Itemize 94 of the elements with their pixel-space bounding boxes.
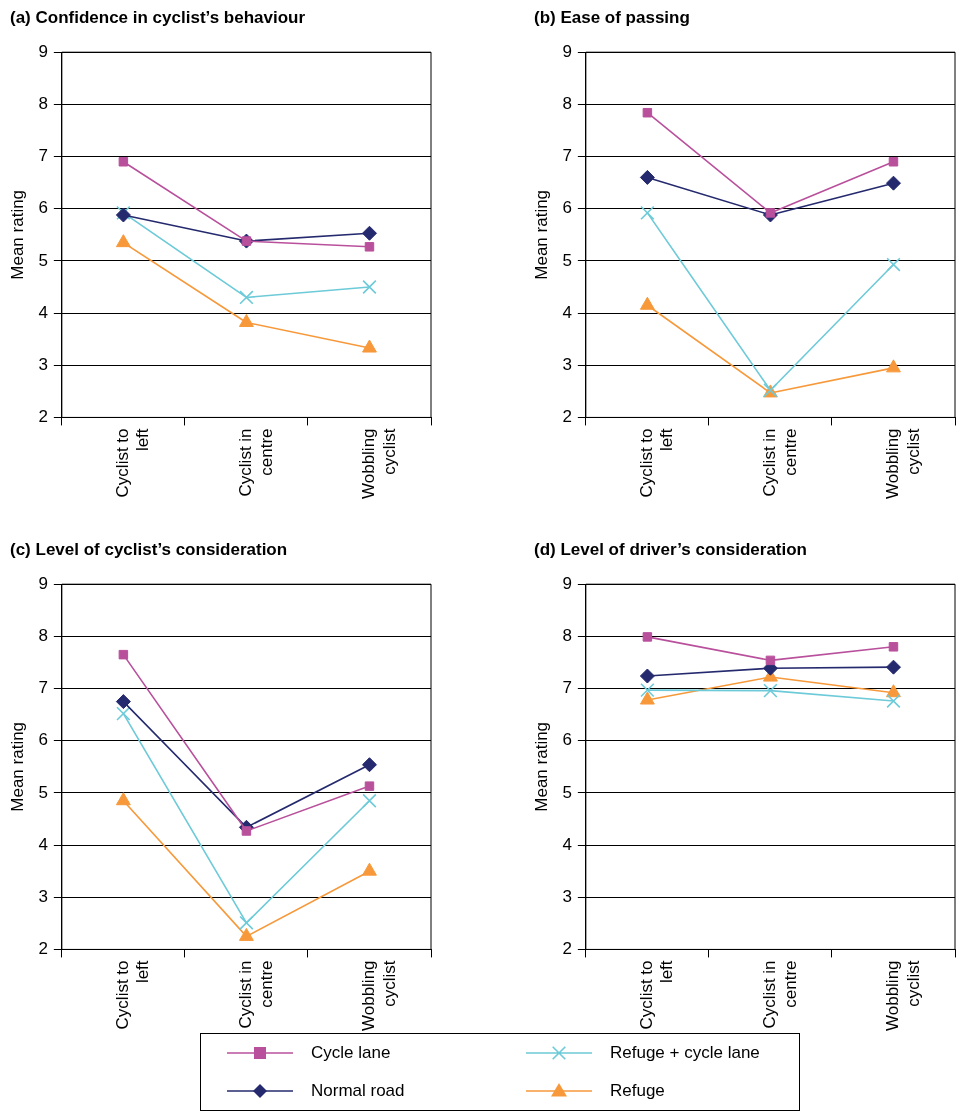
x-tick-label: Cyclist in centre bbox=[760, 960, 800, 1029]
point bbox=[888, 157, 899, 167]
y-tick-label: 6 bbox=[562, 730, 572, 750]
y-tick-label: 3 bbox=[38, 354, 48, 374]
y-tick-label: 2 bbox=[562, 939, 572, 959]
x-tick-label: Cyclist to left bbox=[113, 428, 153, 498]
point bbox=[763, 683, 778, 698]
y-tick-label: 3 bbox=[38, 886, 48, 906]
point bbox=[639, 296, 655, 310]
point bbox=[642, 107, 653, 118]
y-tick-label: 6 bbox=[562, 198, 572, 218]
y-tick-label: 7 bbox=[562, 678, 572, 698]
point bbox=[362, 862, 377, 876]
chart-title: (d) Level of driver’s consideration bbox=[534, 540, 808, 560]
point bbox=[361, 225, 377, 241]
point bbox=[886, 257, 901, 272]
legend-label: Refuge bbox=[610, 1081, 665, 1101]
y-tick-label: 3 bbox=[562, 354, 572, 374]
y-tick-label: 4 bbox=[38, 302, 48, 322]
point bbox=[118, 649, 129, 660]
y-tick-label: 2 bbox=[38, 407, 48, 427]
y-tick-label: 5 bbox=[38, 782, 48, 802]
point bbox=[642, 632, 653, 642]
y-tick-label: 3 bbox=[562, 886, 572, 906]
y-tick-label: 2 bbox=[562, 407, 572, 427]
point bbox=[886, 359, 901, 373]
y-tick-label: 5 bbox=[562, 782, 572, 802]
x-tick-label: Cyclist in centre bbox=[236, 960, 276, 1029]
point bbox=[362, 339, 377, 353]
y-tick-label: 7 bbox=[38, 146, 48, 166]
y-tick-label: 6 bbox=[38, 198, 48, 218]
y-tick-label: 8 bbox=[562, 94, 572, 114]
point bbox=[241, 826, 252, 836]
y-tick-label: 4 bbox=[562, 834, 572, 854]
x-tick-label: Cyclist to left bbox=[637, 428, 677, 498]
y-axis-title: Mean rating bbox=[531, 189, 551, 280]
point bbox=[361, 757, 377, 773]
point bbox=[115, 694, 131, 710]
point bbox=[640, 205, 655, 221]
point bbox=[765, 208, 776, 218]
y-axis-title: Mean rating bbox=[7, 189, 27, 280]
y-tick-label: 9 bbox=[38, 573, 48, 593]
y-tick-label: 8 bbox=[38, 626, 48, 646]
point bbox=[886, 684, 901, 698]
point bbox=[765, 655, 776, 666]
legend-label: Cycle lane bbox=[311, 1043, 391, 1063]
x-tick-label: Wobbling cyclist bbox=[359, 960, 399, 1032]
point bbox=[239, 313, 254, 327]
point bbox=[362, 279, 377, 295]
y-tick-label: 5 bbox=[38, 250, 48, 270]
point bbox=[639, 691, 655, 705]
x-tick-label: Cyclist to left bbox=[113, 960, 153, 1030]
y-tick-label: 4 bbox=[562, 302, 572, 322]
y-tick-label: 9 bbox=[562, 573, 572, 593]
y-tick-label: 7 bbox=[38, 678, 48, 698]
point bbox=[886, 693, 901, 709]
legend-label: Refuge + cycle lane bbox=[610, 1043, 760, 1063]
x-tick-label: Wobbling cyclist bbox=[883, 960, 923, 1032]
y-tick-label: 9 bbox=[38, 41, 48, 61]
point bbox=[639, 169, 655, 185]
chart-title: (b) Ease of passing bbox=[534, 8, 690, 28]
y-tick-label: 9 bbox=[562, 41, 572, 61]
y-tick-label: 7 bbox=[562, 146, 572, 166]
point bbox=[364, 242, 375, 252]
y-axis-title: Mean rating bbox=[531, 721, 551, 812]
point bbox=[239, 290, 254, 305]
point bbox=[115, 234, 131, 248]
chart-title: (a) Confidence in cyclist’s behaviour bbox=[10, 8, 306, 28]
y-tick-label: 6 bbox=[38, 730, 48, 750]
legend-label: Normal road bbox=[311, 1081, 405, 1101]
y-tick-label: 4 bbox=[38, 834, 48, 854]
point bbox=[362, 793, 377, 808]
point bbox=[885, 175, 901, 191]
y-tick-label: 2 bbox=[38, 939, 48, 959]
point bbox=[239, 915, 254, 930]
point bbox=[888, 642, 899, 652]
x-tick-label: Cyclist to left bbox=[637, 960, 677, 1030]
point bbox=[116, 706, 131, 721]
x-tick-label: Wobbling cyclist bbox=[883, 428, 923, 500]
x-tick-label: Cyclist in centre bbox=[760, 428, 800, 497]
y-axis-title: Mean rating bbox=[7, 721, 27, 812]
y-tick-label: 5 bbox=[562, 250, 572, 270]
point bbox=[239, 927, 254, 941]
point bbox=[364, 781, 375, 791]
chart-title: (c) Level of cyclist’s consideration bbox=[10, 540, 288, 560]
point bbox=[118, 157, 129, 167]
point bbox=[639, 668, 655, 684]
y-tick-label: 8 bbox=[562, 626, 572, 646]
point bbox=[885, 659, 901, 675]
point bbox=[115, 792, 131, 806]
x-tick-label: Wobbling cyclist bbox=[359, 428, 399, 500]
point bbox=[640, 682, 655, 698]
x-tick-label: Cyclist in centre bbox=[236, 428, 276, 497]
y-tick-label: 8 bbox=[38, 94, 48, 114]
